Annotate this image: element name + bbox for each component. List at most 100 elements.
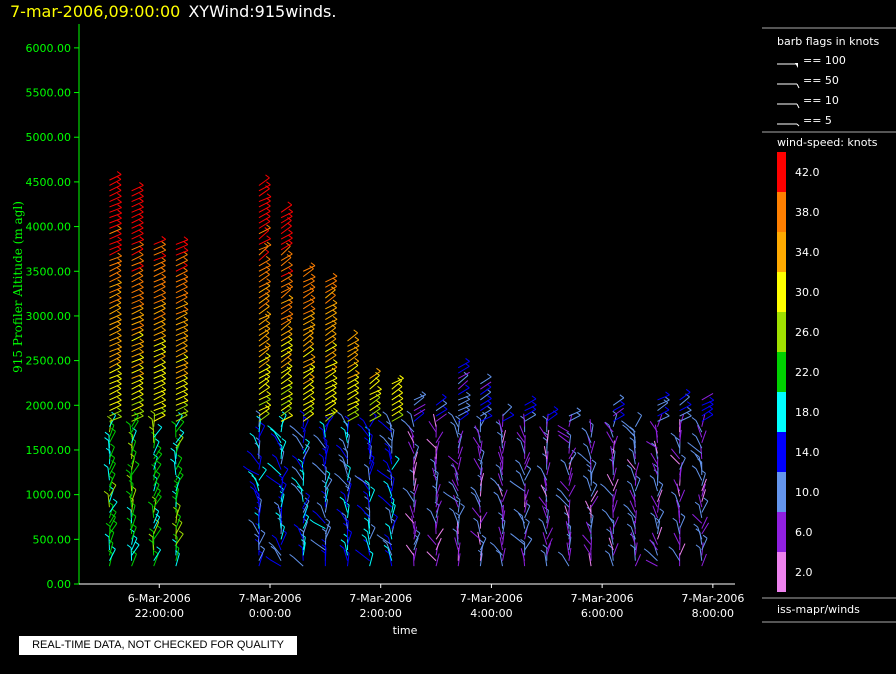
wind-barb xyxy=(324,440,328,454)
wind-barb xyxy=(435,413,447,422)
wind-barb-flag xyxy=(691,433,697,437)
wind-barb-flag xyxy=(161,407,167,412)
wind-barb xyxy=(347,403,360,412)
wind-barb xyxy=(109,415,117,427)
wind-barb xyxy=(280,220,292,229)
wind-barb-flag xyxy=(694,501,700,506)
wind-barb xyxy=(608,424,614,438)
wind-barb xyxy=(434,456,437,470)
wind-barb xyxy=(558,434,570,444)
wind-barb xyxy=(131,553,137,567)
wind-profile xyxy=(489,403,515,567)
wind-barb-flag xyxy=(304,497,310,502)
wind-barb xyxy=(410,413,415,427)
wind-barb-flag xyxy=(161,343,167,348)
wind-barb xyxy=(109,516,116,529)
wind-barb xyxy=(457,361,470,369)
wind-barb xyxy=(325,318,338,326)
wind-barb-flag xyxy=(249,432,255,437)
wind-barb-flag xyxy=(156,525,162,530)
wind-barb xyxy=(153,453,163,465)
wind-barb xyxy=(302,451,307,465)
wind-barb-flag xyxy=(139,262,144,267)
wind-barb xyxy=(109,484,117,497)
wind-barb xyxy=(153,319,166,326)
wind-barb-flag xyxy=(414,443,419,448)
wind-barb-flag xyxy=(139,230,144,234)
wind-barb-flag xyxy=(649,475,655,479)
wind-barb-flag xyxy=(183,267,188,272)
wind-barb xyxy=(520,440,526,454)
wind-barb xyxy=(109,355,122,363)
wind-barb-flag xyxy=(582,443,588,447)
wind-barb-flag xyxy=(110,443,115,448)
wind-barb xyxy=(272,545,282,556)
wind-barb-flag xyxy=(382,459,388,464)
wind-barb xyxy=(474,425,481,438)
wind-barb-flag xyxy=(117,219,122,224)
wind-barb-flag xyxy=(442,399,448,404)
wind-barb-flag xyxy=(356,504,362,509)
wind-barb xyxy=(109,361,122,369)
wind-barb xyxy=(108,532,115,545)
wind-barb xyxy=(175,345,188,353)
wind-barb xyxy=(367,467,371,481)
wind-barb xyxy=(452,510,459,524)
wind-barb xyxy=(302,542,306,556)
wind-barb-flag xyxy=(709,396,715,401)
wind-barb-flag xyxy=(267,462,272,467)
wind-barb-flag xyxy=(601,509,607,513)
wind-barb-flag xyxy=(498,512,503,517)
wind-barb-flag xyxy=(476,415,481,420)
wind-barb-flag xyxy=(139,316,144,321)
wind-barb xyxy=(543,446,548,459)
wind-barb-flag xyxy=(702,534,708,539)
wind-barb xyxy=(131,239,144,245)
wind-barb xyxy=(131,281,144,288)
wind-barb xyxy=(325,366,338,374)
wind-barb xyxy=(280,398,293,406)
wind-barb-flag xyxy=(385,523,390,527)
barb-tick xyxy=(796,83,800,89)
wind-barb-flag xyxy=(370,486,375,491)
wind-barb xyxy=(280,532,287,545)
wind-barb xyxy=(253,484,260,497)
wind-barb xyxy=(109,244,122,251)
wind-barb xyxy=(524,408,537,417)
wind-barb-flag xyxy=(487,412,493,417)
wind-barb xyxy=(109,239,122,245)
wind-barb-flag xyxy=(172,442,178,447)
wind-barb xyxy=(109,201,122,208)
wind-barb xyxy=(325,312,337,320)
wind-barb-flag xyxy=(129,528,135,533)
wind-barb-flag xyxy=(681,454,686,459)
wind-barb xyxy=(453,494,459,508)
wind-barb-flag xyxy=(643,548,649,553)
wind-barb xyxy=(109,511,117,524)
wind-barb xyxy=(109,212,122,219)
wind-barb xyxy=(280,306,293,315)
wind-barb-flag xyxy=(332,272,338,277)
wind-barb xyxy=(109,378,122,385)
wind-barb-flag xyxy=(332,363,338,368)
wind-barb xyxy=(457,380,469,390)
wind-barb xyxy=(258,345,271,353)
wind-barb xyxy=(634,554,642,567)
wind-barb-flag xyxy=(116,353,122,357)
wind-barb-flag xyxy=(455,512,460,517)
wind-barb xyxy=(280,382,293,390)
wind-barb-flag xyxy=(116,186,122,191)
wind-barb-flag xyxy=(266,235,271,240)
color-swatch xyxy=(777,352,786,392)
wind-barb-flag xyxy=(354,342,360,347)
wind-barb-flag xyxy=(680,513,686,518)
wind-barb xyxy=(153,238,166,245)
y-tick-label: 3000.00 xyxy=(26,310,72,323)
wind-barb-flag xyxy=(155,470,161,475)
wind-barb-flag xyxy=(117,214,122,219)
wind-barb-flag xyxy=(622,424,627,429)
y-tick-label: 5500.00 xyxy=(26,87,72,100)
wind-barb xyxy=(633,440,636,454)
wind-barb xyxy=(174,451,177,465)
wind-barb xyxy=(612,397,625,406)
